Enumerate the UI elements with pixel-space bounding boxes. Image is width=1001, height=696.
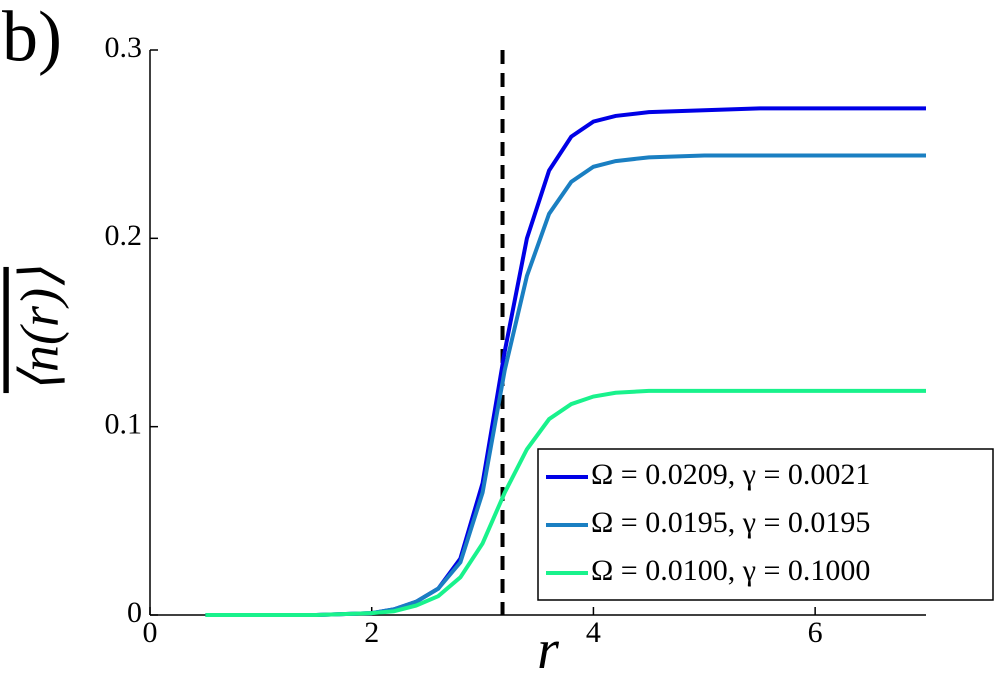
series-line <box>205 388 926 617</box>
x-tick-label: 2 <box>364 616 379 649</box>
x-tick-label: 0 <box>143 616 158 649</box>
legend-label: Ω = 0.0195, γ = 0.0195 <box>591 506 870 539</box>
x-tick-label: 4 <box>586 616 601 649</box>
y-tick-label: 0.2 <box>105 219 143 252</box>
y-tick-label: 0 <box>127 596 142 629</box>
y-tick-label: 0.3 <box>105 31 143 64</box>
legend-box <box>537 448 994 601</box>
legend-label: Ω = 0.0100, γ = 0.1000 <box>591 554 870 587</box>
y-tick-label: 0.1 <box>105 408 143 441</box>
x-tick-label: 6 <box>808 616 823 649</box>
panel-label: b) <box>2 0 62 77</box>
x-axis-label: r <box>537 619 559 681</box>
legend-label: Ω = 0.0209, γ = 0.0021 <box>591 458 870 491</box>
y-axis-label: ⟨n(r)⟩ <box>9 267 69 393</box>
